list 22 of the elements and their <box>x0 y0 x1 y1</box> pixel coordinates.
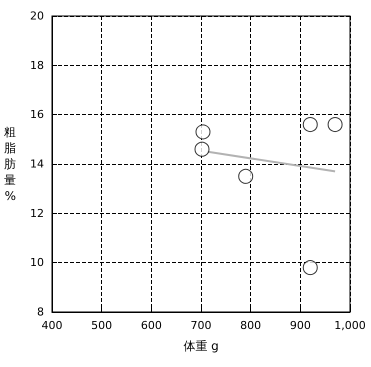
y-tick-label: 18 <box>30 58 44 72</box>
x-axis-title: 体重 g <box>183 339 219 353</box>
x-tick-label: 400 <box>42 319 62 332</box>
y-axis-title: 粗脂肪量% <box>4 125 16 203</box>
point <box>302 117 318 132</box>
y-tick-label: 16 <box>30 108 44 122</box>
x-tick-label: 600 <box>140 319 162 332</box>
x-tick-label: 700 <box>190 319 212 332</box>
point <box>238 168 254 184</box>
point <box>302 260 318 276</box>
y-tick-label: 12 <box>30 206 44 220</box>
point <box>196 124 210 140</box>
y-tick-label: 10 <box>30 256 44 270</box>
x-tick-label: 800 <box>240 319 262 332</box>
x-tick-label: 900 <box>290 319 311 332</box>
point <box>328 117 343 132</box>
y-tick-label: 14 <box>30 158 44 170</box>
y-tick-label: 8 <box>37 306 44 318</box>
x-tick-label: 1,000 <box>334 319 366 332</box>
x-tick-label: 500 <box>91 319 112 332</box>
point <box>194 142 210 157</box>
y-tick-label: 20 <box>30 10 44 22</box>
